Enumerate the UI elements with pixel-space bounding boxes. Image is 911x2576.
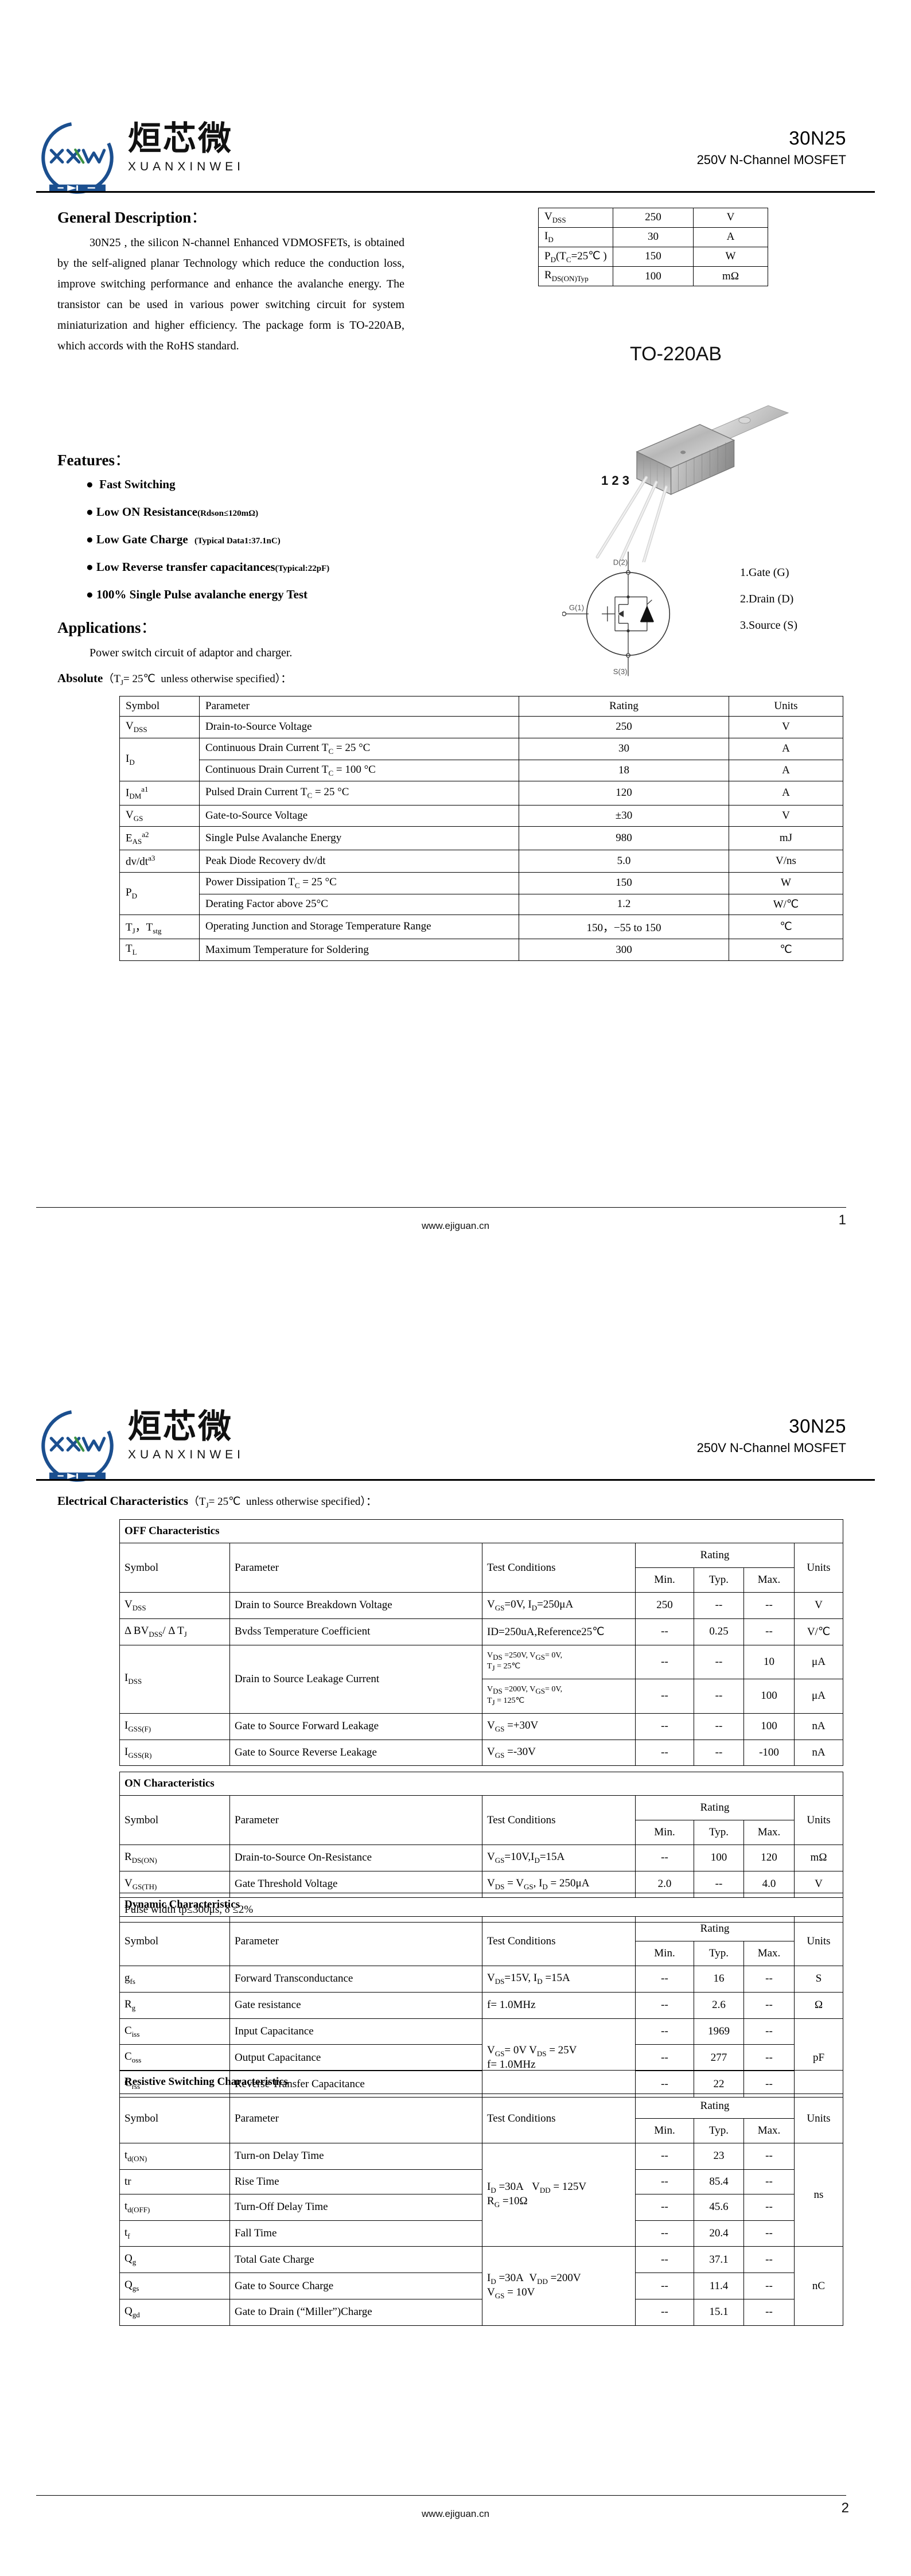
svg-text:D(2): D(2) bbox=[613, 558, 628, 567]
svg-text:G(1): G(1) bbox=[569, 603, 584, 612]
svg-text:S(3): S(3) bbox=[613, 667, 628, 676]
